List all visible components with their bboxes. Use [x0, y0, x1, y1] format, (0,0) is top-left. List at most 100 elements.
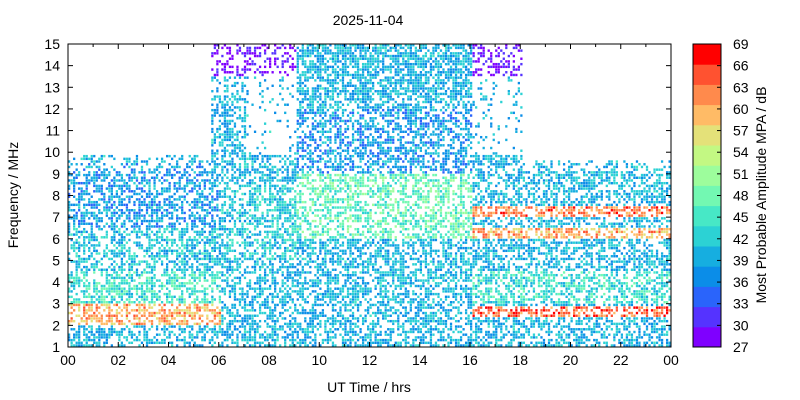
heatmap-cell: [223, 76, 227, 79]
heatmap-cell: [128, 195, 131, 198]
heatmap-cell: [306, 179, 309, 182]
heatmap-cell: [236, 71, 239, 74]
heatmap-cell: [148, 168, 151, 171]
heatmap-cell: [105, 303, 108, 307]
heatmap-cell: [311, 219, 314, 223]
heatmap-cell: [73, 190, 76, 193]
heatmap-cell: [90, 265, 93, 269]
heatmap-cell: [100, 287, 103, 290]
heatmap-cell: [113, 328, 116, 331]
heatmap-cell: [284, 176, 287, 179]
heatmap-cell: [163, 330, 166, 334]
heatmap-cell: [221, 149, 224, 152]
heatmap-cell: [155, 292, 159, 296]
heatmap-cell: [286, 336, 289, 339]
heatmap-cell: [73, 225, 76, 228]
heatmap-cell: [80, 222, 83, 225]
heatmap-cell: [291, 168, 294, 171]
heatmap-cell: [223, 290, 227, 293]
heatmap-cell: [110, 333, 113, 336]
heatmap-cell: [188, 279, 191, 282]
heatmap-cell: [326, 173, 330, 177]
heatmap-cell: [311, 309, 314, 312]
heatmap-cell: [241, 255, 244, 258]
heatmap-cell: [311, 65, 314, 69]
heatmap-cell: [165, 173, 169, 177]
heatmap-cell: [329, 176, 332, 179]
heatmap-cell: [311, 187, 314, 190]
heatmap-cell: [233, 292, 237, 296]
heatmap-cell: [233, 138, 237, 142]
heatmap-cell: [258, 81, 262, 85]
heatmap-cell: [83, 257, 86, 261]
heatmap-cell: [253, 322, 257, 326]
heatmap-cell: [233, 165, 237, 169]
heatmap-cell: [331, 181, 335, 185]
heatmap-cell: [329, 119, 332, 123]
heatmap-cell: [291, 217, 294, 220]
heatmap-cell: [145, 295, 149, 299]
heatmap-cell: [130, 163, 134, 166]
heatmap-cell: [90, 238, 93, 242]
heatmap-cell: [316, 225, 319, 228]
heatmap-cell: [314, 246, 317, 250]
heatmap-cell: [186, 200, 189, 204]
heatmap-cell: [284, 295, 287, 299]
heatmap-cell: [256, 154, 259, 158]
heatmap-cell: [178, 236, 181, 239]
heatmap-cell: [286, 103, 289, 106]
heatmap-cell: [211, 117, 214, 120]
heatmap-cell: [80, 319, 83, 323]
heatmap-cell: [110, 190, 113, 193]
heatmap-cell: [145, 195, 149, 198]
heatmap-cell: [155, 214, 159, 217]
heatmap-cell: [186, 282, 189, 285]
heatmap-cell: [304, 76, 307, 79]
heatmap-cell: [246, 330, 249, 334]
heatmap-cell: [266, 246, 269, 250]
heatmap-cell: [80, 268, 83, 271]
heatmap-cell: [120, 319, 124, 323]
heatmap-cell: [284, 60, 287, 63]
heatmap-cell: [253, 314, 257, 317]
heatmap-cell: [181, 295, 184, 299]
heatmap-cell: [115, 271, 118, 274]
heatmap-cell: [188, 273, 191, 277]
heatmap-cell: [271, 236, 274, 239]
heatmap-cell: [70, 246, 73, 250]
heatmap-cell: [186, 165, 189, 169]
heatmap-cell: [110, 187, 113, 190]
heatmap-cell: [115, 225, 118, 228]
heatmap-cell: [274, 322, 277, 326]
heatmap-cell: [256, 325, 259, 328]
heatmap-cell: [125, 279, 129, 282]
heatmap-cell: [115, 184, 118, 188]
heatmap-cell: [228, 52, 232, 55]
heatmap-cell: [326, 290, 330, 293]
heatmap-cell: [130, 268, 134, 271]
heatmap-cell: [213, 314, 216, 317]
heatmap-cell: [213, 160, 216, 163]
heatmap-cell: [110, 217, 113, 220]
heatmap-cell: [248, 184, 252, 188]
heatmap-cell: [301, 144, 304, 147]
heatmap-cell: [304, 338, 307, 342]
heatmap-cell: [90, 319, 93, 323]
heatmap-cell: [70, 209, 73, 212]
heatmap-cell: [266, 241, 269, 244]
heatmap-cell: [263, 249, 267, 253]
heatmap-cell: [321, 103, 325, 106]
heatmap-cell: [193, 271, 196, 274]
heatmap-cell: [329, 57, 332, 60]
heatmap-cell: [150, 319, 154, 323]
heatmap-cell: [289, 338, 292, 342]
heatmap-cell: [299, 273, 302, 277]
heatmap-cell: [78, 219, 81, 223]
heatmap-cell: [80, 217, 83, 220]
heatmap-cell: [213, 241, 216, 244]
heatmap-cell: [211, 149, 214, 152]
heatmap-cell: [181, 330, 184, 334]
heatmap-cell: [85, 184, 88, 188]
heatmap-cell: [80, 325, 83, 328]
heatmap-cell: [186, 249, 189, 253]
